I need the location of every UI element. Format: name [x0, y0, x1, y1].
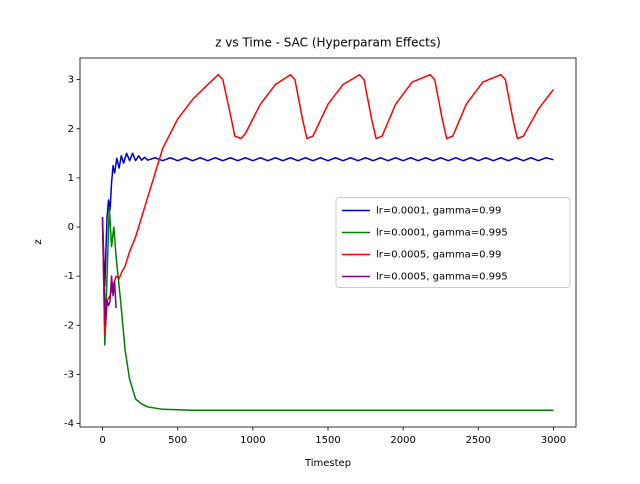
series-line	[101, 206, 554, 412]
series-line	[101, 73, 555, 336]
legend-label: lr=0.0005, gamma=0.995	[376, 272, 508, 283]
legend-label: lr=0.0005, gamma=0.99	[376, 250, 501, 261]
y-tick-label: 2	[68, 124, 74, 135]
axes-frame	[79, 57, 577, 428]
y-tick-label: -1	[64, 271, 74, 282]
series-line	[101, 152, 554, 287]
x-tick-label: 2500	[466, 435, 491, 446]
y-tick-label: 1	[68, 173, 74, 184]
legend-label: lr=0.0001, gamma=0.995	[376, 228, 508, 239]
x-tick-label: 0	[99, 435, 105, 446]
series-line	[101, 217, 117, 327]
legend-label: lr=0.0001, gamma=0.99	[376, 206, 501, 217]
x-tick-label: 2000	[390, 435, 415, 446]
x-tick-label: 500	[168, 435, 187, 446]
chart-title: z vs Time - SAC (Hyperparam Effects)	[215, 36, 441, 50]
y-axis-label: z	[33, 239, 44, 244]
y-tick-label: -4	[64, 419, 74, 430]
x-axis-label: Timestep	[304, 458, 351, 469]
y-tick-label: -3	[64, 369, 74, 380]
x-tick-label: 1500	[315, 435, 340, 446]
legend-box	[335, 197, 571, 288]
x-tick-label: 3000	[541, 435, 566, 446]
y-tick-label: 0	[68, 222, 74, 233]
y-tick-label: -2	[64, 320, 74, 331]
x-tick-label: 1000	[240, 435, 265, 446]
y-tick-label: 3	[68, 75, 74, 86]
